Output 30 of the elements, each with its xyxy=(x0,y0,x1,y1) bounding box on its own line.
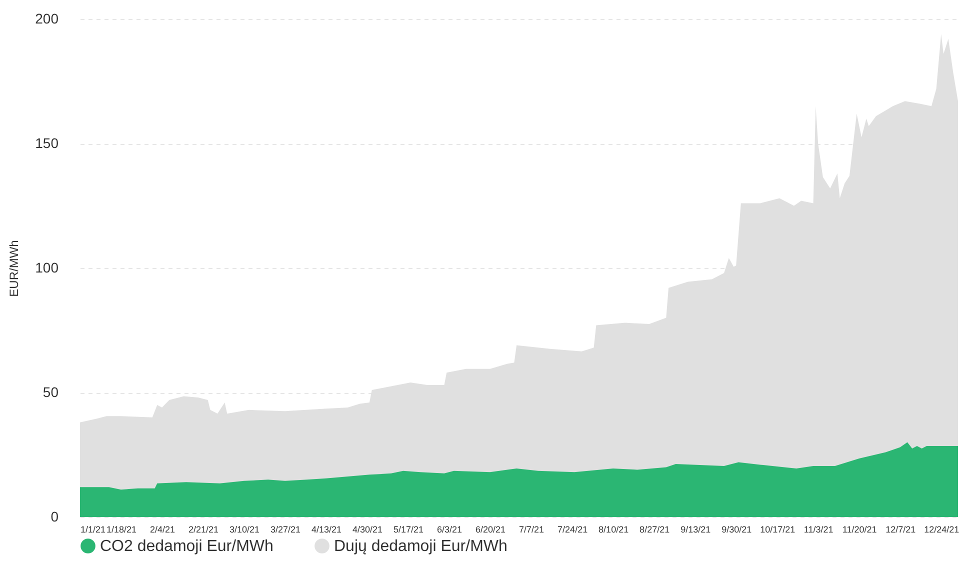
x-tick-label: 1/1/21 xyxy=(80,524,106,534)
x-tick-label: 9/13/21 xyxy=(680,524,711,534)
x-tick-label: 3/27/21 xyxy=(270,524,301,534)
x-tick-label: 1/18/21 xyxy=(106,524,137,534)
x-tick-label: 5/17/21 xyxy=(394,524,424,534)
x-tick-label: 11/20/21 xyxy=(842,524,877,534)
x-tick-label: 7/24/21 xyxy=(558,524,588,534)
y-tick-label: 50 xyxy=(42,384,59,400)
x-tick-label: 2/21/21 xyxy=(188,524,219,534)
y-tick-label: 0 xyxy=(50,508,59,524)
x-tick-label: 6/20/21 xyxy=(476,524,506,534)
x-tick-label: 6/3/21 xyxy=(437,524,462,534)
y-tick-label: 150 xyxy=(35,135,59,151)
x-tick-label: 9/30/21 xyxy=(722,524,752,534)
x-tick-label: 8/27/21 xyxy=(640,524,670,534)
x-tick-label: 12/7/21 xyxy=(886,524,916,534)
x-tick-label: 4/13/21 xyxy=(312,524,342,534)
x-tick-label: 4/30/21 xyxy=(352,524,383,534)
y-axis-title: EUR/MWh xyxy=(7,240,22,297)
x-tick-label: 12/24/21 xyxy=(924,524,960,534)
x-tick-label: 2/4/21 xyxy=(150,524,176,534)
x-tick-label: 11/3/21 xyxy=(804,524,834,534)
x-tick-label: 8/10/21 xyxy=(598,524,629,534)
y-tick-label: 100 xyxy=(35,260,59,276)
x-tick-label: 10/17/21 xyxy=(760,524,796,534)
legend-label: CO2 dedamoji Eur/MWh xyxy=(100,538,274,555)
x-tick-label: 7/7/21 xyxy=(519,524,544,534)
legend-label: Dujų dedamoji Eur/MWh xyxy=(334,538,508,555)
y-tick-label: 200 xyxy=(35,10,59,26)
x-tick-label: 3/10/21 xyxy=(230,524,260,534)
